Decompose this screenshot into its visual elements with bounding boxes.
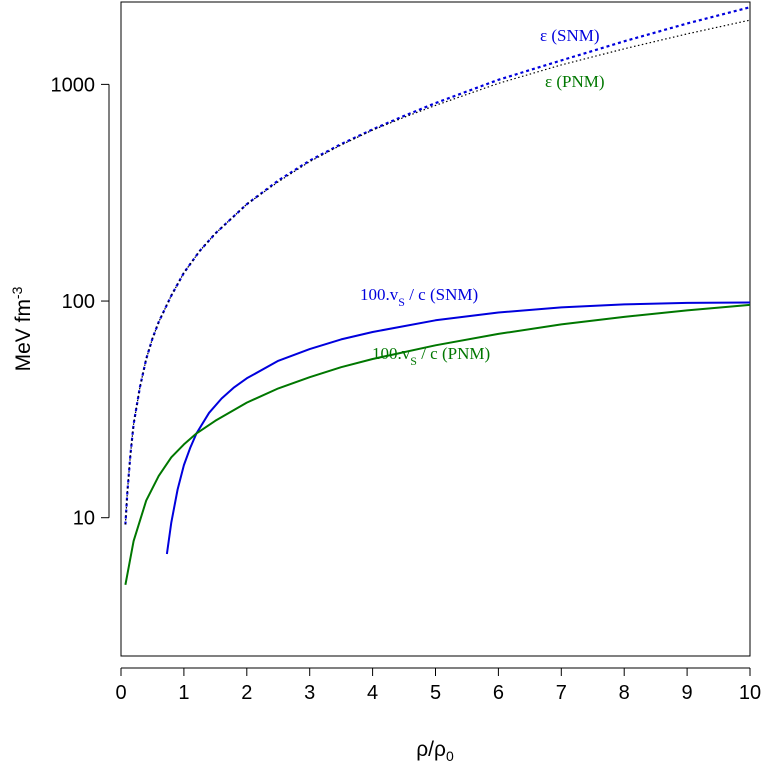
y-tick-label: 1000: [51, 74, 96, 96]
series-layer: [124, 6, 751, 585]
label-cs-snm-rest: / c (SNM): [405, 285, 478, 304]
x-tick-label: 1: [178, 682, 189, 704]
x-axis-label-sub: 0: [446, 748, 454, 763]
x-tick-label: 4: [367, 682, 378, 704]
y-axis-label: MeV fm-3: [9, 286, 35, 371]
x-tick-label: 6: [493, 682, 504, 704]
y-axis: 10 100 1000: [51, 74, 110, 530]
x-tick-label: 8: [619, 682, 630, 704]
series-eps_snm: [124, 6, 751, 525]
series-cs_pnm: [124, 303, 751, 585]
x-tick-label: 5: [430, 682, 441, 704]
y-axis-label-main: MeV fm: [12, 299, 35, 371]
x-axis: 0 1 2 3 4 5 6 7 8 9 10: [115, 667, 761, 704]
label-eps-snm-text: ε (SNM): [540, 26, 600, 45]
label-cs-pnm: 100.vS / c (PNM): [372, 344, 490, 368]
y-axis-label-sup: -3: [9, 286, 25, 299]
label-cs-pnm-main: 100.v: [372, 344, 411, 363]
label-cs-pnm-sub: S: [410, 354, 417, 368]
y-tick-label: 10: [73, 508, 95, 530]
label-cs-snm-sub: S: [398, 295, 405, 309]
label-cs-snm: 100.vS / c (SNM): [360, 285, 478, 309]
label-eps-snm: ε (SNM): [540, 26, 600, 45]
x-tick-label: 2: [241, 682, 252, 704]
y-tick-label: 100: [62, 291, 95, 313]
label-eps-pnm-text: ε (PNM): [545, 72, 605, 91]
label-cs-pnm-rest: / c (PNM): [417, 344, 490, 363]
label-cs-snm-main: 100.v: [360, 285, 399, 304]
series-eps_pnm: [124, 19, 751, 525]
x-tick-label: 0: [115, 682, 126, 704]
x-axis-label-main: ρ/ρ: [416, 738, 446, 761]
x-tick-label: 3: [304, 682, 315, 704]
x-tick-label: 7: [556, 682, 567, 704]
x-axis-label: ρ/ρ0: [416, 738, 454, 763]
x-tick-label: 10: [739, 682, 761, 704]
x-tick-label: 9: [682, 682, 693, 704]
series-cs_snm: [165, 301, 751, 555]
label-eps-pnm: ε (PNM): [545, 72, 605, 91]
plot-frame: [120, 1, 751, 657]
